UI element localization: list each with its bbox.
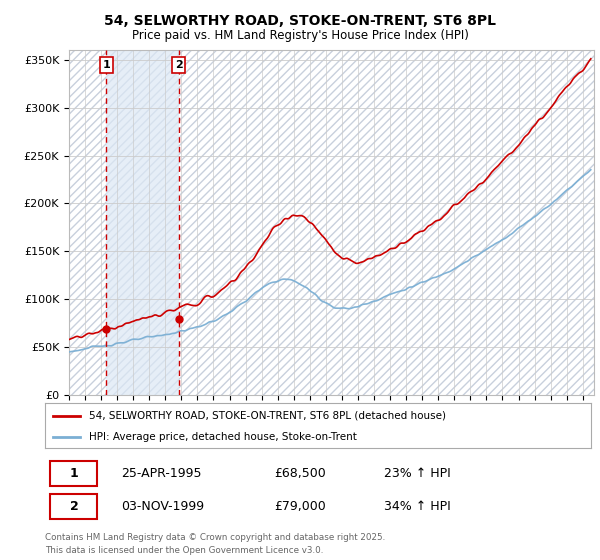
Text: 54, SELWORTHY ROAD, STOKE-ON-TRENT, ST6 8PL (detached house): 54, SELWORTHY ROAD, STOKE-ON-TRENT, ST6 … bbox=[89, 410, 446, 421]
Text: 2: 2 bbox=[175, 60, 182, 70]
Text: Contains HM Land Registry data © Crown copyright and database right 2025.
This d: Contains HM Land Registry data © Crown c… bbox=[45, 533, 385, 554]
Text: 2: 2 bbox=[70, 500, 79, 513]
Text: 25-APR-1995: 25-APR-1995 bbox=[121, 466, 202, 480]
Text: Price paid vs. HM Land Registry's House Price Index (HPI): Price paid vs. HM Land Registry's House … bbox=[131, 29, 469, 42]
FancyBboxPatch shape bbox=[50, 461, 97, 486]
Text: HPI: Average price, detached house, Stoke-on-Trent: HPI: Average price, detached house, Stok… bbox=[89, 432, 356, 442]
Text: 1: 1 bbox=[103, 60, 110, 70]
Bar bbox=[106, 50, 179, 395]
Text: £79,000: £79,000 bbox=[274, 500, 326, 513]
Text: £68,500: £68,500 bbox=[274, 466, 326, 480]
Text: 34% ↑ HPI: 34% ↑ HPI bbox=[383, 500, 450, 513]
Text: 54, SELWORTHY ROAD, STOKE-ON-TRENT, ST6 8PL: 54, SELWORTHY ROAD, STOKE-ON-TRENT, ST6 … bbox=[104, 14, 496, 28]
Text: 1: 1 bbox=[70, 466, 79, 480]
Text: 23% ↑ HPI: 23% ↑ HPI bbox=[383, 466, 450, 480]
FancyBboxPatch shape bbox=[50, 494, 97, 519]
Text: 03-NOV-1999: 03-NOV-1999 bbox=[121, 500, 205, 513]
